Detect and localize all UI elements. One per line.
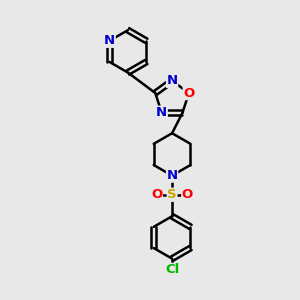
Text: O: O xyxy=(151,188,162,201)
Text: N: N xyxy=(167,169,178,182)
Text: Cl: Cl xyxy=(165,263,179,276)
Text: O: O xyxy=(182,188,193,201)
Text: S: S xyxy=(167,188,177,201)
Text: N: N xyxy=(156,106,167,119)
Text: O: O xyxy=(183,86,194,100)
Text: N: N xyxy=(104,34,115,47)
Text: N: N xyxy=(167,74,178,87)
